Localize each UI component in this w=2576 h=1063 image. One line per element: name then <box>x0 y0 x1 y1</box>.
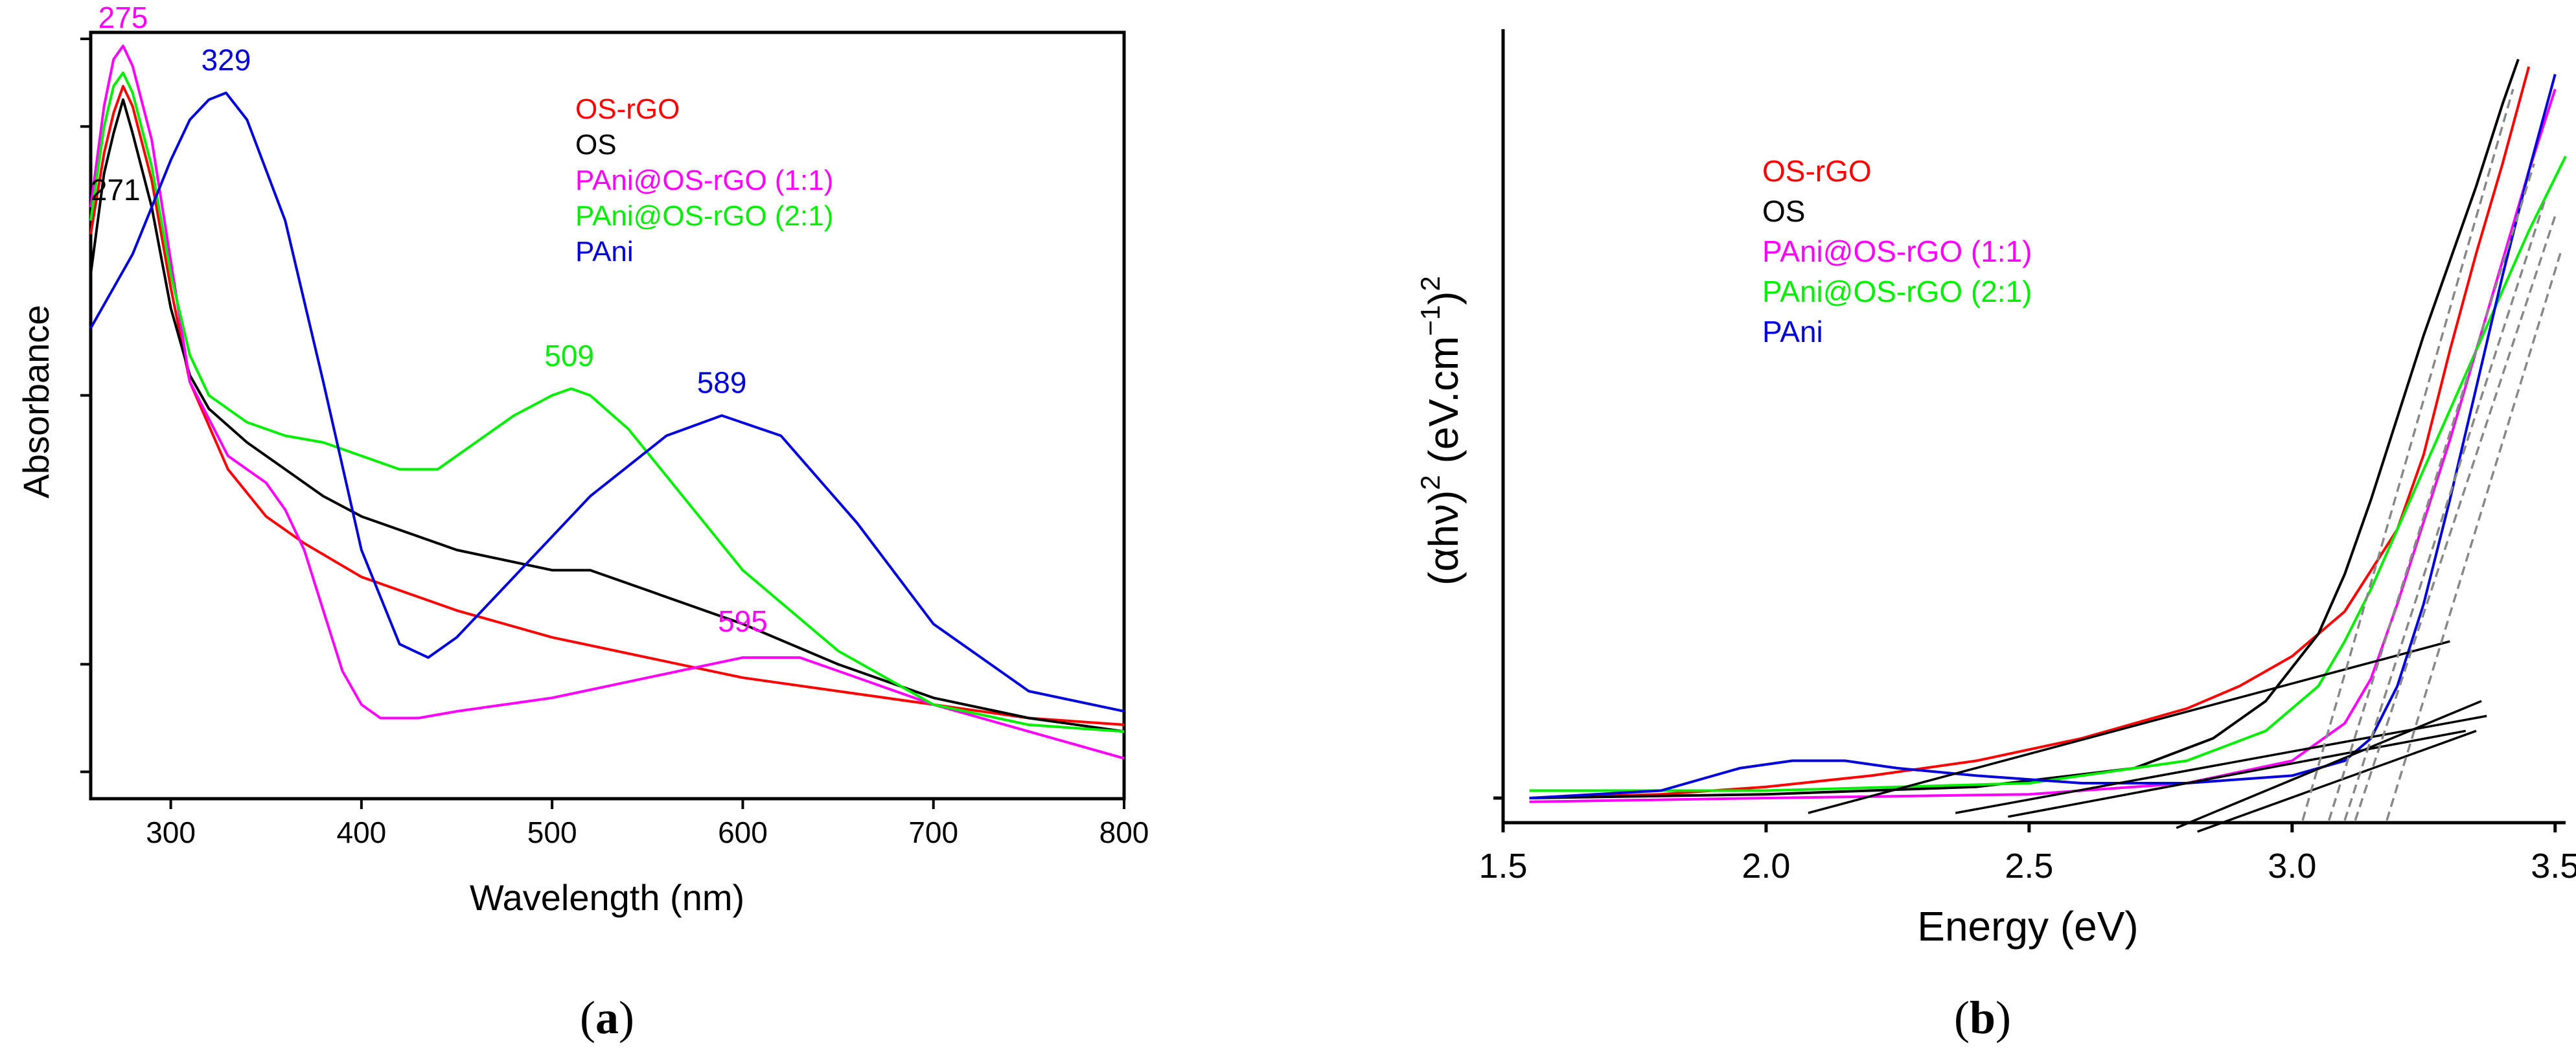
panel-b-series-os-rgo <box>1529 66 2531 799</box>
panel-b-x-axis-label: Energy (eV) <box>1917 903 2138 950</box>
panel-b-x-tick-label: 1.5 <box>1478 847 1527 886</box>
panel-b-legend-entry-pani-os-rgo-1-1: PAni@OS-rGO (1:1) <box>1762 234 2032 268</box>
panel-a-peak-label-509: 509 <box>544 339 594 372</box>
panel-a-legend: OS-rGO OS PAni@OS-rGO (1:1) PAni@OS-rGO (2:… <box>575 93 833 268</box>
panel-b-tangent-line-7 <box>2327 163 2535 821</box>
panel-a-x-ticks: 300 400 500 600 700 800 <box>146 799 1149 849</box>
panel-b-tangent-line-4 <box>2176 700 2482 829</box>
panel-a-label: (a) <box>580 992 634 1044</box>
panel-b-series-pani <box>1529 74 2557 799</box>
panel-a-peak-label-329: 329 <box>201 43 251 76</box>
panel-a-axes-frame <box>89 30 1126 801</box>
panel-b-legend-entry-pani-os-rgo-2-1: PAni@OS-rGO (2:1) <box>1762 275 2032 308</box>
panel-b-legend-entry-os-rgo: OS-rGO <box>1762 154 1872 188</box>
panel-a-peak-label-275: 275 <box>98 1 148 34</box>
panel-b-x-tick-label: 3.5 <box>2531 847 2576 886</box>
panel-b-legend-entry-os: OS <box>1762 194 1805 228</box>
panel-b-tangent-line-3 <box>2008 729 2467 818</box>
panel-b-x-tick-label: 3.0 <box>2268 847 2316 886</box>
panel-a-legend-entry-pani-os-rgo-1-1: PAni@OS-rGO (1:1) <box>575 165 833 196</box>
panel-a-series-group <box>89 44 1125 760</box>
panel-a-series-os-rgo <box>89 85 1125 726</box>
panel-a-y-ticks <box>80 38 91 773</box>
panel-b-axes <box>1493 29 2566 825</box>
panel-b-tangent-line-1 <box>1808 640 2450 814</box>
panel-a-x-tick-label: 400 <box>337 816 387 849</box>
panel-b-tangent-line-6 <box>2301 89 2514 821</box>
panel-a-legend-entry-pani-os-rgo-2-1: PAni@OS-rGO (2:1) <box>575 200 833 232</box>
panel-b-legend: OS-rGO OS PAni@OS-rGO (1:1) PAni@OS-rGO (2:… <box>1762 154 2032 349</box>
panel-a-y-axis-label: Absorbance <box>16 305 56 499</box>
panel-b-series-pani-os-rgo-2-1 <box>1529 155 2567 792</box>
panel-b-tangent-line-10 <box>2386 253 2562 821</box>
panel-b-x-tick-label: 2.5 <box>2005 847 2053 886</box>
panel-b-tangent-line-9 <box>2354 215 2557 821</box>
panel-a-chart: 300 400 500 600 700 800 275 271 329 509 589 595 OS… <box>16 1 1149 1044</box>
panel-b-series-os <box>1529 58 2520 799</box>
panel-b-series-pani-os-rgo-1-1 <box>1529 88 2557 803</box>
panel-a-x-tick-label: 600 <box>718 816 768 849</box>
panel-a-peak-label-271: 271 <box>91 173 141 207</box>
panel-a-x-tick-label: 300 <box>146 816 196 849</box>
panel-b-tangent-line-5 <box>2197 729 2477 833</box>
panel-a-letter: a <box>595 992 619 1044</box>
panel-a-legend-entry-pani: PAni <box>575 236 634 268</box>
panel-b-x-ticks: 1.5 2.0 2.5 3.0 3.5 <box>1478 823 2576 886</box>
panel-a-x-tick-label: 700 <box>908 816 958 849</box>
panel-b-y-axis-label: (αhν)2 (eV.cm−1)2 <box>1415 276 1467 586</box>
panel-b-letter: b <box>1970 992 1995 1044</box>
panel-b-chart: 1.5 2.0 2.5 3.0 3.5 OS-rGO OS PAni@OS-rGO (1:1… <box>1415 29 2576 1044</box>
panel-a-legend-entry-os: OS <box>575 129 617 161</box>
panel-b-x-tick-label: 2.0 <box>1742 847 1790 886</box>
panel-a-x-axis-label: Wavelength (nm) <box>470 877 744 918</box>
panel-b-tangent-lines <box>1808 89 2562 833</box>
panel-b-legend-entry-pani: PAni <box>1762 315 1823 349</box>
panel-a-x-tick-label: 800 <box>1099 816 1149 849</box>
panel-a-peak-label-589: 589 <box>697 366 747 400</box>
panel-a-peak-label-595: 595 <box>718 604 768 638</box>
panel-a-legend-entry-os-rgo: OS-rGO <box>575 93 680 125</box>
panel-a-series-pani-os-rgo-1-1 <box>89 44 1125 760</box>
panel-b-label: (b) <box>1954 992 2011 1044</box>
panel-a-x-tick-label: 500 <box>527 816 577 849</box>
panel-b-tangent-line-2 <box>1955 714 2487 814</box>
panel-b-series-group <box>1529 58 2567 803</box>
panel-a-peak-labels: 275 271 329 509 589 595 <box>91 1 768 638</box>
panel-a-series-pani <box>89 91 1125 713</box>
panel-a-series-os <box>89 98 1125 733</box>
panel-b-tangent-line-8 <box>2343 200 2546 821</box>
panel-a-series-pani-os-rgo-2-1 <box>89 71 1125 733</box>
